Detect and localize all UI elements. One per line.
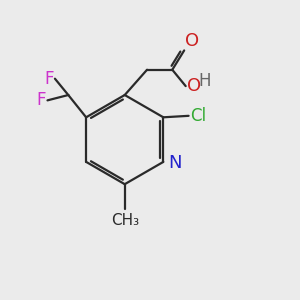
- Text: Cl: Cl: [190, 107, 206, 125]
- Text: F: F: [37, 92, 46, 110]
- Text: F: F: [44, 70, 54, 88]
- Text: O: O: [185, 32, 200, 50]
- Text: O: O: [187, 77, 201, 95]
- Text: H: H: [198, 72, 211, 90]
- Text: CH₃: CH₃: [111, 213, 139, 228]
- Text: N: N: [169, 154, 182, 172]
